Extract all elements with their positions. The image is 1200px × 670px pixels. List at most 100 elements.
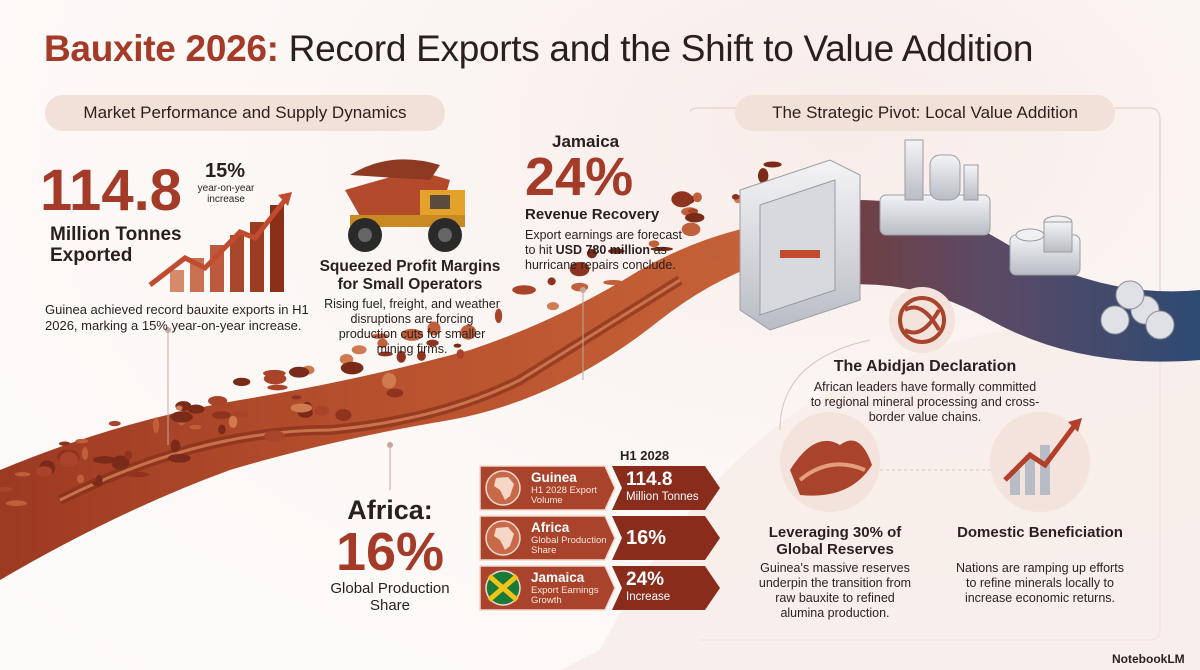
rock <box>386 388 404 398</box>
rock <box>377 338 388 348</box>
rock <box>335 409 352 421</box>
row-name: Jamaica <box>531 570 585 585</box>
africa-outline <box>494 477 514 500</box>
rock <box>232 410 250 418</box>
rock <box>218 424 226 435</box>
rock <box>14 472 31 477</box>
stat-value: 24% <box>525 147 634 207</box>
row-detail: Global Production Share <box>531 535 607 556</box>
rock <box>371 333 389 339</box>
stat-unit: Million Tonnes Exported <box>50 224 182 266</box>
card-title: Revenue Recovery <box>525 206 660 223</box>
rock <box>167 453 191 463</box>
rock <box>170 439 181 453</box>
rock <box>95 474 103 486</box>
rock <box>36 466 53 477</box>
rock <box>692 192 702 203</box>
rock <box>228 415 238 428</box>
card-text: Export earnings are forecast to hit USD … <box>525 228 695 273</box>
growth-value: 15% <box>205 160 246 182</box>
section-label: Market Performance and Supply Dynamics <box>45 95 445 131</box>
background-swoosh <box>560 320 1200 670</box>
item-title: Domestic Beneficiation <box>957 524 1123 541</box>
item-title: The Abidjan Declaration <box>833 358 1017 375</box>
item-text: African leaders have formally committed … <box>810 380 1040 424</box>
reserves-icon <box>780 412 880 512</box>
rock <box>0 486 13 492</box>
growth-label: year-on-year increase <box>197 183 255 205</box>
rock <box>232 377 251 387</box>
rock <box>314 405 329 416</box>
item-text: Guinea's massive reserves underpin the t… <box>758 561 912 620</box>
text-emphasis: USD 780 million <box>555 243 651 257</box>
rock <box>731 194 740 200</box>
row-detail: Export Earnings Growth <box>531 585 599 606</box>
rock <box>648 240 660 248</box>
section-label: The Strategic Pivot: Local Value Additio… <box>735 95 1115 131</box>
stat-value: 16% <box>335 522 445 582</box>
rock <box>152 417 160 433</box>
rock <box>396 350 406 363</box>
row-value: 24% <box>626 569 665 590</box>
rock <box>59 451 78 468</box>
rock <box>124 450 133 460</box>
rock <box>263 372 287 385</box>
rock <box>427 321 441 336</box>
haul-truck <box>345 159 465 252</box>
rock <box>267 384 288 391</box>
rock <box>512 285 536 295</box>
bauxite-ribbon <box>0 220 810 580</box>
row-value: 114.8 <box>626 469 673 490</box>
rock <box>340 361 364 375</box>
text-part: as hurricane repairs conclude. <box>525 243 676 272</box>
rock <box>400 328 424 341</box>
rock <box>671 191 693 208</box>
arc-connector <box>779 339 871 431</box>
rock <box>546 302 559 311</box>
stat-value: 114.8 <box>40 158 182 223</box>
item-text: Nations are ramping up efforts to refine… <box>956 561 1124 605</box>
row-unit: Increase <box>626 591 671 603</box>
rock <box>5 500 27 507</box>
rock <box>704 245 723 260</box>
text-part: Export earnings are forecast to hit <box>525 228 683 257</box>
rock <box>211 411 231 420</box>
rock <box>291 395 302 400</box>
table-heading: H1 2028 <box>620 448 670 463</box>
rock <box>586 248 597 259</box>
rock <box>426 339 439 347</box>
card-title: Squeezed Profit Margins for Small Operat… <box>319 258 501 293</box>
stat-caption: Guinea achieved record bauxite exports i… <box>45 302 309 333</box>
rock <box>75 438 89 444</box>
rock <box>208 395 228 406</box>
card-text: Rising fuel, freight, and weather disrup… <box>324 297 500 356</box>
rock-cluster <box>0 161 782 507</box>
brand: NotebookLM <box>1112 652 1185 666</box>
row-unit: Million Tonnes <box>626 491 699 503</box>
rock <box>650 246 673 252</box>
rock <box>264 430 285 442</box>
growth-bars <box>148 192 292 292</box>
conveyor-belt <box>780 200 1200 362</box>
rock <box>608 248 625 254</box>
rock <box>681 222 701 237</box>
aluminium-pipes <box>1100 280 1175 340</box>
row-value: 16% <box>626 527 667 549</box>
ribbon-highlight <box>59 278 681 502</box>
table-shapes <box>479 465 720 611</box>
rock <box>76 474 85 484</box>
rock <box>58 441 71 446</box>
rock <box>460 324 477 340</box>
flag-cross <box>487 574 519 602</box>
rock <box>92 456 117 464</box>
rock <box>288 366 310 378</box>
beneficiation-icon <box>990 412 1090 512</box>
rock <box>175 405 183 411</box>
row-value-shape <box>612 516 720 560</box>
rock <box>351 345 367 355</box>
rock <box>81 446 89 461</box>
title-rest: Record Exports and the Shift to Value Ad… <box>288 28 1034 69</box>
